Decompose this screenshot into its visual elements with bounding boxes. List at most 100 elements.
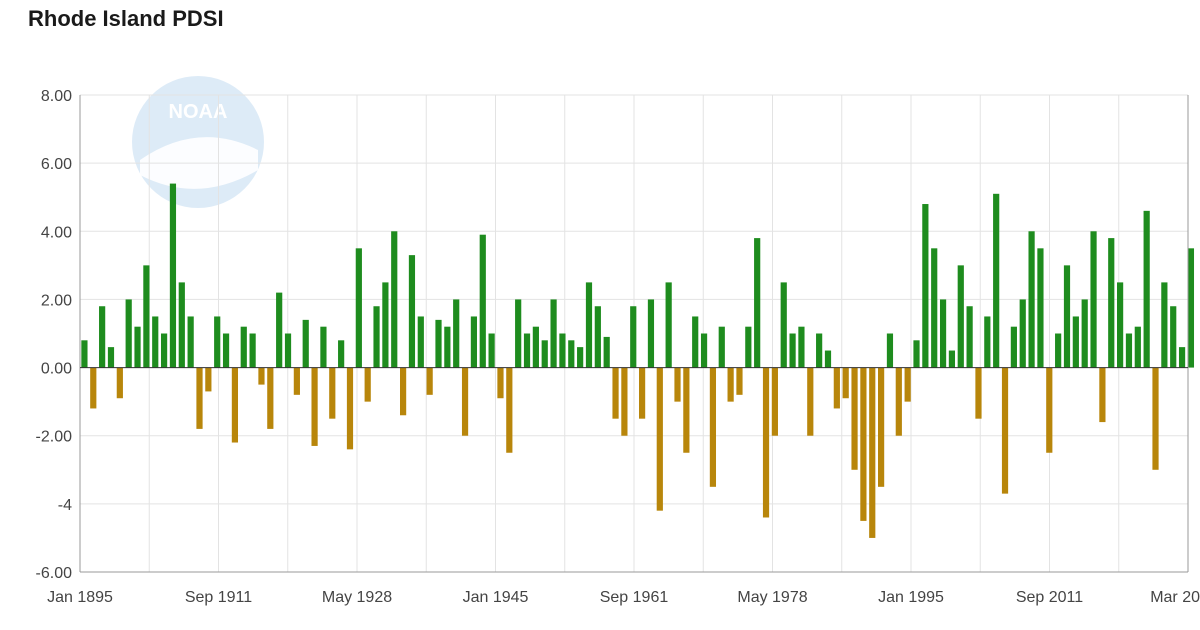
bar[interactable] [1037, 248, 1044, 368]
bar[interactable] [515, 299, 522, 368]
bar[interactable] [107, 347, 115, 368]
bar[interactable] [160, 333, 168, 368]
bar[interactable] [585, 282, 593, 368]
bar[interactable] [346, 367, 354, 450]
bar[interactable] [355, 248, 362, 368]
bar[interactable] [833, 367, 840, 409]
bar[interactable] [683, 367, 690, 453]
bar[interactable] [904, 367, 911, 402]
bar[interactable] [878, 367, 885, 487]
bar[interactable] [240, 326, 247, 368]
bar[interactable] [736, 367, 743, 395]
bar[interactable] [293, 367, 300, 395]
bar[interactable] [807, 367, 814, 436]
bar[interactable] [461, 367, 469, 436]
bar[interactable] [532, 326, 539, 368]
bar[interactable] [329, 367, 336, 419]
bar[interactable] [1063, 265, 1071, 368]
bar[interactable] [860, 367, 867, 521]
bar[interactable] [187, 316, 194, 368]
bar[interactable] [727, 367, 734, 402]
bar[interactable] [1090, 231, 1097, 368]
bar[interactable] [700, 333, 708, 368]
bar[interactable] [284, 333, 292, 368]
bar[interactable] [364, 367, 371, 402]
bar[interactable] [550, 299, 557, 368]
bar[interactable] [205, 367, 212, 392]
bar[interactable] [214, 316, 221, 368]
bar[interactable] [798, 326, 805, 368]
bar[interactable] [222, 333, 230, 368]
bar[interactable] [1010, 326, 1017, 368]
bar[interactable] [674, 367, 681, 402]
bar[interactable] [453, 299, 460, 368]
bar[interactable] [302, 319, 309, 368]
bar[interactable] [948, 350, 956, 368]
bar[interactable] [1134, 326, 1141, 368]
bar[interactable] [1019, 299, 1026, 368]
bar[interactable] [1161, 282, 1168, 368]
bar[interactable] [577, 347, 584, 368]
bar[interactable] [895, 367, 902, 436]
bar[interactable] [470, 316, 478, 368]
bar[interactable] [1108, 238, 1115, 368]
bar[interactable] [816, 333, 823, 368]
bar[interactable] [125, 299, 132, 368]
bar[interactable] [621, 367, 628, 436]
bar[interactable] [382, 282, 389, 368]
bar[interactable] [913, 340, 920, 368]
bar[interactable] [134, 326, 141, 368]
bar[interactable] [922, 204, 929, 368]
bar[interactable] [754, 238, 761, 368]
bar[interactable] [417, 316, 424, 368]
bar[interactable] [258, 367, 265, 385]
bar[interactable] [665, 282, 672, 368]
bar[interactable] [869, 367, 876, 538]
bar[interactable] [81, 340, 88, 368]
bar[interactable] [231, 367, 239, 443]
bar[interactable] [99, 306, 106, 368]
bar[interactable] [957, 265, 964, 368]
bar[interactable] [267, 367, 274, 429]
bar[interactable] [762, 367, 770, 518]
bar[interactable] [90, 367, 97, 409]
bar[interactable] [488, 333, 495, 368]
bar[interactable] [435, 319, 442, 368]
bar[interactable] [1187, 248, 1195, 368]
bar[interactable] [408, 255, 416, 368]
bar[interactable] [1125, 333, 1133, 368]
bar[interactable] [639, 367, 646, 419]
bar[interactable] [559, 333, 566, 368]
bar[interactable] [373, 306, 380, 368]
bar[interactable] [152, 316, 159, 368]
bar[interactable] [444, 326, 451, 368]
bar[interactable] [647, 299, 655, 368]
bar[interactable] [1072, 316, 1079, 368]
bar[interactable] [1170, 306, 1177, 368]
bar[interactable] [630, 306, 637, 368]
bar[interactable] [771, 367, 778, 436]
bar[interactable] [931, 248, 938, 368]
bar[interactable] [1001, 367, 1009, 494]
bar[interactable] [1099, 367, 1106, 423]
bar[interactable] [824, 350, 832, 368]
bar[interactable] [249, 333, 256, 368]
bar[interactable] [1046, 367, 1053, 453]
bar[interactable] [276, 292, 283, 368]
bar[interactable] [975, 367, 982, 419]
bar[interactable] [311, 367, 318, 446]
bar[interactable] [842, 367, 849, 399]
bar[interactable] [966, 306, 973, 368]
bar[interactable] [391, 231, 398, 368]
bar[interactable] [399, 367, 407, 416]
bar[interactable] [1028, 231, 1035, 368]
bar[interactable] [178, 282, 185, 368]
bar[interactable] [426, 367, 433, 395]
bar[interactable] [709, 367, 717, 487]
bar[interactable] [789, 333, 796, 368]
bar[interactable] [718, 326, 725, 368]
bar[interactable] [497, 367, 504, 399]
bar[interactable] [594, 306, 601, 368]
bar[interactable] [1055, 333, 1062, 368]
bar[interactable] [745, 326, 752, 368]
